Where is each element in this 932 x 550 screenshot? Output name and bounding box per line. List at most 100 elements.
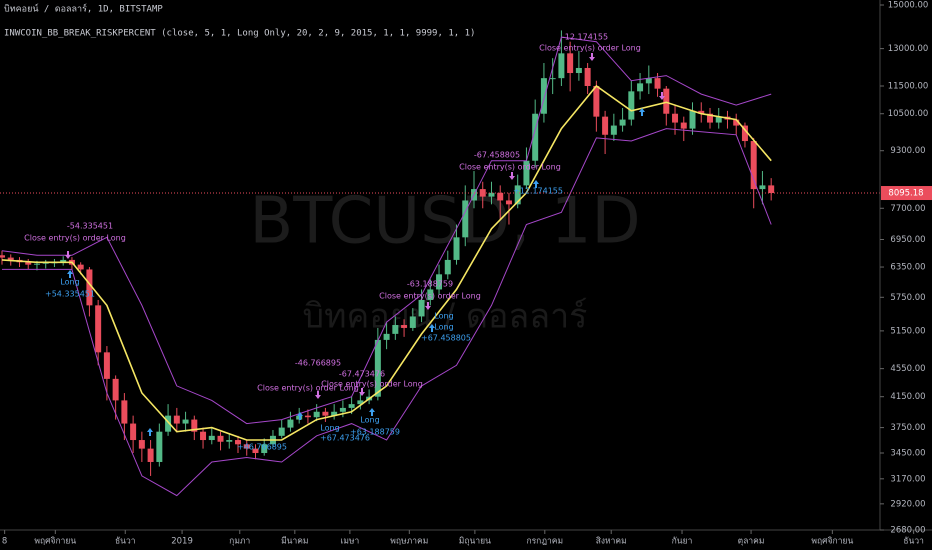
candle-body: [497, 192, 504, 201]
candle-body: [173, 415, 180, 424]
candle-body: [672, 113, 679, 123]
trade-arrow: [359, 388, 365, 396]
entry-label: +46.766895: [237, 443, 287, 452]
candle-body: [374, 339, 381, 397]
candle-body: [593, 85, 600, 117]
candle-body: [619, 119, 626, 126]
candle-body: [191, 419, 198, 432]
candle-body: [217, 435, 224, 442]
entry-label: Long: [60, 278, 79, 287]
y-tick-label: 11500.00: [888, 81, 929, 91]
candle-body: [339, 407, 346, 412]
candle-body: [427, 289, 434, 300]
candle-body: [7, 257, 14, 260]
candle-body: [523, 160, 530, 186]
candle-body: [121, 400, 128, 424]
exit-label: -67.473476: [339, 370, 385, 379]
x-tick-label: 8: [2, 537, 7, 547]
trade-arrow: [67, 270, 73, 278]
watermark: BTCUSD, 1D: [249, 185, 640, 259]
entry-label: +54.335451: [45, 290, 95, 299]
y-tick-label: 15000.00: [888, 1, 929, 11]
x-tick-label: เมษา: [340, 537, 359, 547]
x-tick-label: พฤศจิกายน: [811, 537, 853, 547]
candle-body: [392, 325, 399, 334]
candle-body: [628, 91, 635, 120]
y-tick-label: 6950.00: [890, 235, 925, 245]
y-tick-label: 4150.00: [890, 392, 925, 402]
exit-label: Close entry(s) order Long: [539, 44, 641, 53]
candle-body: [226, 440, 233, 442]
exit-label: Close entry(s) order Long: [257, 384, 359, 393]
exit-label: -54.335451: [67, 222, 113, 231]
candle-body: [357, 400, 364, 405]
candle-body: [103, 352, 110, 379]
exit-label: -63.188759: [407, 280, 453, 289]
x-tick-label: กุมภา: [229, 537, 250, 547]
trade-arrow: [533, 180, 539, 188]
candle-body: [322, 411, 329, 416]
y-tick-label: 2680.00: [890, 526, 925, 536]
candle-body: [208, 435, 215, 441]
candle-body: [645, 78, 652, 84]
candle-body: [409, 316, 416, 328]
trade-arrow: [639, 108, 645, 116]
x-tick-label: กรกฎาคม: [526, 537, 563, 547]
candle-body: [95, 305, 102, 353]
candle-body: [418, 299, 425, 317]
candle-body: [77, 264, 84, 270]
plot: -54.335451 Close entry(s) order Long Long +…: [0, 30, 880, 497]
candle-body: [200, 431, 207, 441]
candle-body: [112, 378, 119, 401]
x-tick-label: ธันวา: [115, 537, 136, 547]
candle-body: [401, 325, 408, 328]
candle-body: [86, 269, 93, 306]
trade-arrow: [147, 428, 153, 436]
entry-label: Long: [360, 416, 379, 425]
candle-body: [750, 141, 757, 190]
candle-body: [165, 415, 172, 432]
exit-label: -12.174155: [562, 33, 608, 42]
band-line: [2, 128, 772, 497]
entry-label: Long: [434, 323, 453, 332]
exit-label: Close entry(s) order Long: [379, 292, 481, 301]
candle-body: [147, 448, 154, 462]
candle-body: [235, 440, 242, 445]
candle-body: [558, 53, 565, 79]
candle-body: [383, 333, 390, 340]
trade-arrow: [659, 92, 665, 100]
candle-body: [0, 255, 6, 258]
candle-body: [156, 431, 163, 462]
basis-line: [1, 84, 772, 441]
y-tick-label: 3450.00: [890, 449, 925, 459]
entry-label: Long: [434, 312, 453, 321]
candle-body: [348, 404, 355, 408]
candle-body: [313, 411, 320, 418]
candle-body: [287, 419, 294, 428]
x-tick-label: มิถุนายน: [459, 537, 491, 547]
entry-label: +12.174155: [513, 187, 563, 196]
exit-label: Close entry(s) order Long: [459, 163, 561, 172]
x-tick-label: 2019: [171, 537, 193, 547]
trade-arrow: [425, 302, 431, 310]
x-tick-label: มีนาคม: [281, 536, 308, 547]
trade-arrow: [509, 172, 515, 180]
entry-label: +63.188759: [350, 428, 400, 437]
candle-body: [278, 427, 285, 436]
candle-body: [60, 259, 67, 263]
candle-body: [610, 125, 617, 135]
candle-body: [261, 444, 268, 454]
entry-label: +67.473476: [320, 434, 370, 443]
y-tick-label: 3750.00: [890, 423, 925, 433]
candle-body: [505, 200, 512, 205]
candle-body: [514, 185, 521, 205]
y-tick-label: 10500.00: [888, 109, 929, 119]
candle-body: [663, 88, 670, 114]
trade-arrow: [429, 324, 435, 332]
candle-body: [715, 116, 722, 123]
candle-body: [25, 262, 32, 265]
candle-body: [768, 185, 775, 194]
candle-body: [130, 423, 137, 441]
